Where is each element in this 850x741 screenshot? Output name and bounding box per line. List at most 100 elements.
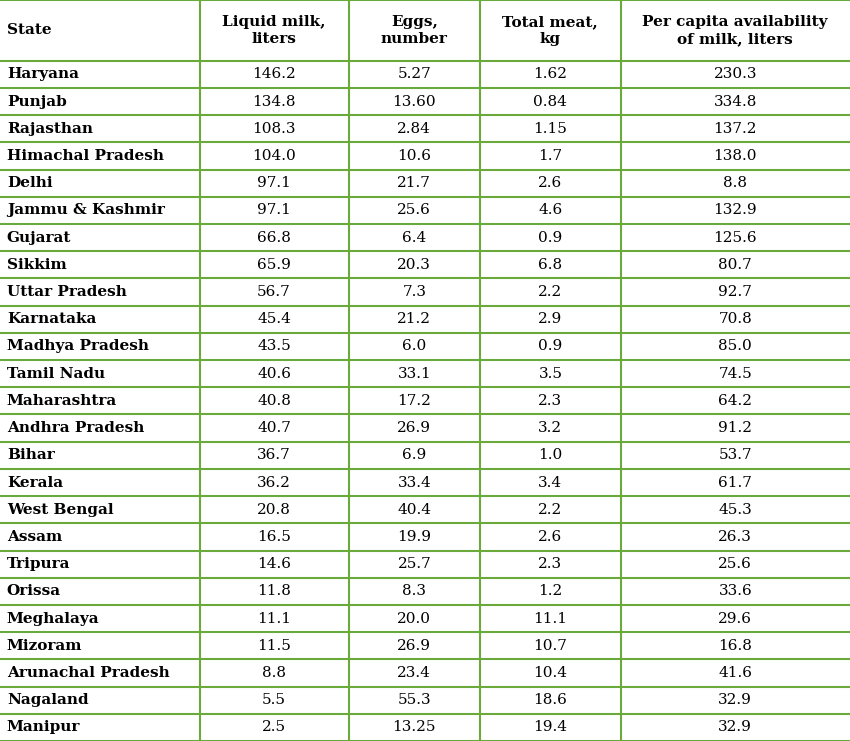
Text: Haryana: Haryana xyxy=(7,67,79,82)
Text: 230.3: 230.3 xyxy=(713,67,757,82)
Text: 97.1: 97.1 xyxy=(258,176,291,190)
Text: 7.3: 7.3 xyxy=(402,285,427,299)
Text: 17.2: 17.2 xyxy=(398,394,431,408)
Text: 25.6: 25.6 xyxy=(718,557,752,571)
Text: 66.8: 66.8 xyxy=(258,230,291,245)
Text: 18.6: 18.6 xyxy=(534,693,567,707)
Text: 137.2: 137.2 xyxy=(713,122,757,136)
Text: 1.7: 1.7 xyxy=(538,149,563,163)
Text: 10.4: 10.4 xyxy=(534,666,568,680)
Text: Himachal Pradesh: Himachal Pradesh xyxy=(7,149,164,163)
Text: Punjab: Punjab xyxy=(7,95,66,109)
Text: 134.8: 134.8 xyxy=(252,95,296,109)
Text: Arunachal Pradesh: Arunachal Pradesh xyxy=(7,666,169,680)
Text: 26.9: 26.9 xyxy=(397,639,431,653)
Text: 3.4: 3.4 xyxy=(538,476,563,490)
Text: 45.3: 45.3 xyxy=(718,502,752,516)
Text: 97.1: 97.1 xyxy=(258,204,291,217)
Text: West Bengal: West Bengal xyxy=(7,502,113,516)
Text: 104.0: 104.0 xyxy=(252,149,296,163)
Text: 10.6: 10.6 xyxy=(397,149,431,163)
Text: 92.7: 92.7 xyxy=(718,285,752,299)
Text: Eggs,
number: Eggs, number xyxy=(381,15,448,46)
Text: 45.4: 45.4 xyxy=(258,312,291,326)
Text: 108.3: 108.3 xyxy=(252,122,296,136)
Text: 2.6: 2.6 xyxy=(538,530,563,544)
Text: 26.3: 26.3 xyxy=(718,530,752,544)
Text: 32.9: 32.9 xyxy=(718,693,752,707)
Text: 125.6: 125.6 xyxy=(713,230,757,245)
Text: 2.6: 2.6 xyxy=(538,176,563,190)
Text: 25.6: 25.6 xyxy=(398,204,431,217)
Text: 2.84: 2.84 xyxy=(398,122,431,136)
Text: Nagaland: Nagaland xyxy=(7,693,88,707)
Text: 65.9: 65.9 xyxy=(258,258,291,272)
Text: 85.0: 85.0 xyxy=(718,339,752,353)
Text: 8.8: 8.8 xyxy=(723,176,747,190)
Text: 11.1: 11.1 xyxy=(257,611,291,625)
Text: 5.27: 5.27 xyxy=(398,67,431,82)
Text: 13.60: 13.60 xyxy=(393,95,436,109)
Text: 8.8: 8.8 xyxy=(262,666,286,680)
Text: Uttar Pradesh: Uttar Pradesh xyxy=(7,285,127,299)
Text: 33.1: 33.1 xyxy=(398,367,431,381)
Text: 80.7: 80.7 xyxy=(718,258,752,272)
Text: 21.2: 21.2 xyxy=(397,312,431,326)
Text: 64.2: 64.2 xyxy=(718,394,752,408)
Text: 1.62: 1.62 xyxy=(534,67,568,82)
Text: 2.5: 2.5 xyxy=(262,720,286,734)
Text: Tripura: Tripura xyxy=(7,557,71,571)
Text: 3.5: 3.5 xyxy=(538,367,563,381)
Text: 53.7: 53.7 xyxy=(718,448,752,462)
Text: 16.5: 16.5 xyxy=(258,530,291,544)
Text: 1.2: 1.2 xyxy=(538,585,563,598)
Text: 29.6: 29.6 xyxy=(718,611,752,625)
Text: 40.7: 40.7 xyxy=(258,421,291,435)
Text: 26.9: 26.9 xyxy=(397,421,431,435)
Text: Manipur: Manipur xyxy=(7,720,80,734)
Text: 5.5: 5.5 xyxy=(262,693,286,707)
Text: 14.6: 14.6 xyxy=(257,557,291,571)
Text: 4.6: 4.6 xyxy=(538,204,563,217)
Text: Tamil Nadu: Tamil Nadu xyxy=(7,367,105,381)
Text: 91.2: 91.2 xyxy=(718,421,752,435)
Text: 20.0: 20.0 xyxy=(397,611,431,625)
Text: Andhra Pradesh: Andhra Pradesh xyxy=(7,421,145,435)
Text: Delhi: Delhi xyxy=(7,176,53,190)
Text: Maharashtra: Maharashtra xyxy=(7,394,117,408)
Text: 13.25: 13.25 xyxy=(393,720,436,734)
Text: Total meat,
kg: Total meat, kg xyxy=(502,15,598,46)
Text: 23.4: 23.4 xyxy=(398,666,431,680)
Text: 36.7: 36.7 xyxy=(258,448,291,462)
Text: 25.7: 25.7 xyxy=(398,557,431,571)
Text: 20.8: 20.8 xyxy=(258,502,291,516)
Text: Assam: Assam xyxy=(7,530,62,544)
Text: 334.8: 334.8 xyxy=(713,95,757,109)
Text: 40.6: 40.6 xyxy=(257,367,291,381)
Text: 56.7: 56.7 xyxy=(258,285,291,299)
Text: 6.0: 6.0 xyxy=(402,339,427,353)
Text: Liquid milk,
liters: Liquid milk, liters xyxy=(223,15,326,46)
Text: 41.6: 41.6 xyxy=(718,666,752,680)
Text: 2.9: 2.9 xyxy=(538,312,563,326)
Text: 74.5: 74.5 xyxy=(718,367,752,381)
Text: 19.4: 19.4 xyxy=(534,720,568,734)
Text: 11.5: 11.5 xyxy=(258,639,291,653)
Text: Karnataka: Karnataka xyxy=(7,312,96,326)
Text: 1.0: 1.0 xyxy=(538,448,563,462)
Text: 6.4: 6.4 xyxy=(402,230,427,245)
Text: 11.1: 11.1 xyxy=(534,611,568,625)
Text: 2.3: 2.3 xyxy=(538,557,563,571)
Text: Rajasthan: Rajasthan xyxy=(7,122,93,136)
Text: Mizoram: Mizoram xyxy=(7,639,82,653)
Text: 32.9: 32.9 xyxy=(718,720,752,734)
Text: 40.8: 40.8 xyxy=(258,394,291,408)
Text: Per capita availability
of milk, liters: Per capita availability of milk, liters xyxy=(643,15,828,46)
Text: Gujarat: Gujarat xyxy=(7,230,71,245)
Text: 2.2: 2.2 xyxy=(538,285,563,299)
Text: 70.8: 70.8 xyxy=(718,312,752,326)
Text: 36.2: 36.2 xyxy=(258,476,291,490)
Text: 40.4: 40.4 xyxy=(397,502,431,516)
Text: Jammu & Kashmir: Jammu & Kashmir xyxy=(7,204,165,217)
Text: 2.2: 2.2 xyxy=(538,502,563,516)
